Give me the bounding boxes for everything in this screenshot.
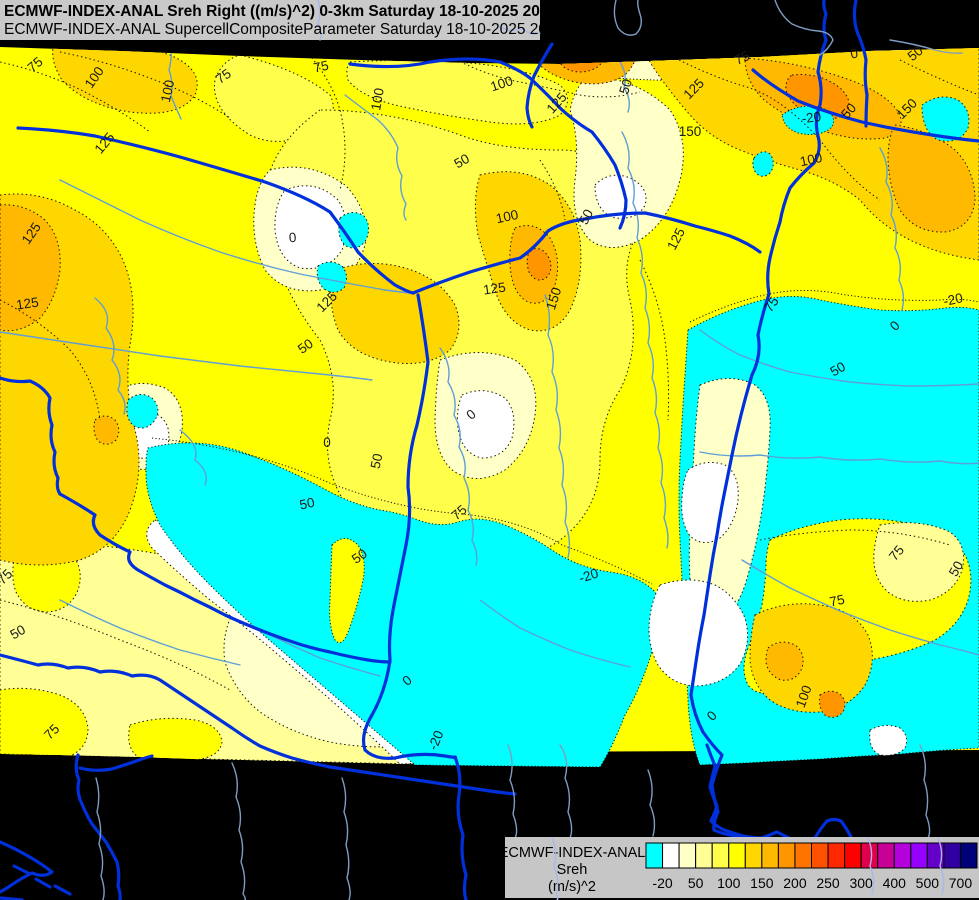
- legend-cell: [860, 842, 879, 869]
- title-line-1: ECMWF-INDEX-ANAL Sreh Right ((m/s)^2) 0-…: [4, 3, 562, 20]
- legend-cell: [744, 842, 763, 869]
- legend-cell: [910, 842, 928, 869]
- contour-label: 100: [158, 78, 177, 103]
- legend-tick-label: 500: [916, 875, 940, 891]
- contour-label: 50: [349, 546, 370, 567]
- legend-cell: [893, 842, 912, 869]
- contour-label: 50: [298, 495, 316, 513]
- contour-label: -20: [425, 728, 446, 752]
- legend: ECMWF-INDEX-ANAL Sreh (m/s)^2 -20 50 100 15…: [499, 837, 979, 900]
- contour-label: 125: [482, 280, 506, 298]
- legend-cell: [728, 842, 746, 869]
- contour-label: 150: [543, 286, 564, 312]
- legend-cell: [827, 842, 846, 869]
- contour-label: 50: [451, 151, 472, 172]
- contour-label: 50: [827, 359, 848, 380]
- contour-label: 0: [323, 435, 331, 450]
- contour-label: -20: [942, 290, 964, 309]
- legend-cell: [711, 842, 730, 869]
- legend-cell: [678, 842, 697, 869]
- contour-label: 100: [368, 87, 387, 112]
- contour-label: 0: [849, 46, 859, 62]
- legend-cell: [645, 842, 664, 869]
- contour-label: 0: [288, 230, 297, 246]
- legend-cell: [794, 842, 813, 869]
- title-bar: ECMWF-INDEX-ANAL Sreh Right ((m/s)^2) 0-…: [0, 0, 569, 41]
- contour-label: 75: [312, 58, 330, 76]
- contour-label: -20: [801, 109, 822, 127]
- legend-cell: [943, 842, 961, 869]
- contour-label: 75: [449, 502, 470, 523]
- contour-label: 50: [295, 336, 316, 357]
- contour-label: 50: [576, 207, 596, 227]
- legend-cell: [877, 842, 895, 869]
- title-bar-background: [0, 0, 540, 40]
- legend-tick-label: 250: [816, 875, 840, 891]
- contour-label: -20: [577, 566, 600, 586]
- contour-label: 50: [946, 558, 967, 579]
- contour-label: 75: [732, 48, 752, 68]
- contour-label: 75: [761, 294, 782, 315]
- legend-tick-label: 300: [849, 875, 873, 891]
- contour-label: 50: [616, 77, 635, 96]
- contour-label: 75: [25, 54, 46, 75]
- coastline: [0, 840, 72, 900]
- contour-label: 50: [905, 43, 926, 64]
- legend-color-scale: [645, 842, 978, 869]
- contour-label: 125: [15, 295, 39, 313]
- contour-label: 75: [886, 543, 907, 564]
- contour-line-layer: [0, 47, 979, 768]
- legend-units: (m/s)^2: [548, 879, 596, 895]
- contour-label: 150: [679, 124, 702, 139]
- contour-label: 100: [793, 683, 815, 709]
- legend-cell: [761, 842, 779, 869]
- contour-label: 75: [828, 592, 846, 610]
- legend-title: ECMWF-INDEX-ANAL: [499, 845, 646, 861]
- legend-tick-label: 100: [717, 875, 741, 891]
- legend-cell: [777, 842, 796, 869]
- legend-tick-label: 700: [949, 875, 973, 891]
- legend-tick-label: 150: [750, 875, 774, 891]
- legend-cell: [662, 842, 680, 869]
- legend-cell: [811, 842, 829, 869]
- legend-tick-label: 50: [688, 875, 704, 891]
- contour-label: 100: [798, 150, 823, 169]
- contour-label: 50: [368, 452, 386, 470]
- contour-label: 100: [489, 73, 515, 94]
- legend-cell: [695, 842, 713, 869]
- contour-label: 50: [838, 100, 859, 121]
- legend-tick-labels: -20 50 100 150 200 250 300 400 500 700: [652, 875, 972, 891]
- legend-param: Sreh: [557, 862, 588, 878]
- legend-cell: [959, 842, 978, 869]
- contour-label: 50: [7, 622, 28, 643]
- title-line-2: ECMWF-INDEX-ANAL SupercellCompositeParam…: [4, 21, 569, 38]
- contour-label: 100: [494, 207, 519, 226]
- legend-tick-label: 400: [883, 875, 907, 891]
- legend-tick-label: -20: [652, 875, 672, 891]
- legend-tick-label: 200: [783, 875, 807, 891]
- contour-label: 75: [213, 66, 234, 87]
- legend-cell: [844, 842, 862, 869]
